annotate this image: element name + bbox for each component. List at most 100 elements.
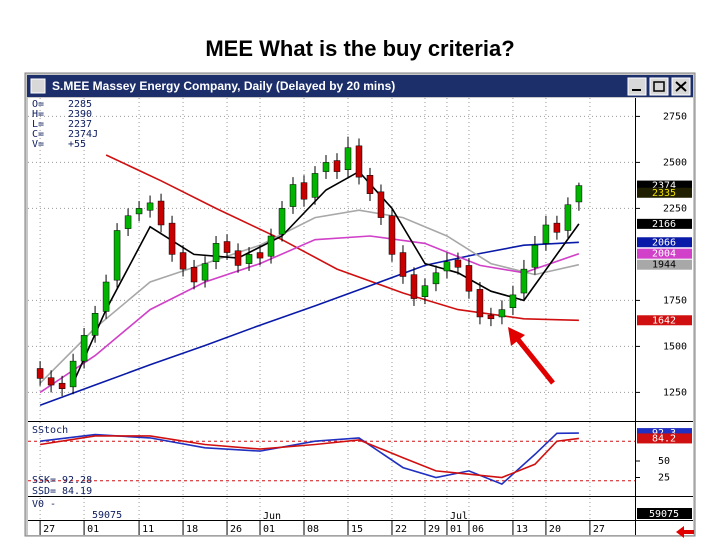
candle-body (377, 191, 385, 218)
candle-body (333, 160, 341, 172)
candle-body (113, 230, 121, 281)
price-tag-label: 2066 (652, 237, 676, 248)
readout-value: 2237 (68, 119, 92, 130)
candle-body (311, 173, 319, 198)
volume-tag-label: 59075 (649, 509, 679, 520)
readout-label: H= (32, 109, 44, 120)
stoch-readout-value: 92.28 (62, 475, 92, 486)
x-tick-label: 27 (593, 524, 605, 535)
candle-body (256, 252, 264, 259)
stoch-title: SStoch (32, 425, 68, 436)
candle-body (531, 244, 539, 268)
price-tag (637, 433, 692, 444)
month-label: Jun (263, 511, 281, 522)
candle-body (124, 215, 132, 229)
candle-body (278, 208, 286, 235)
candle-body (146, 202, 154, 211)
month-label: Jul (450, 511, 468, 522)
x-tick-label: 29 (428, 524, 440, 535)
y-tick-label: 1750 (663, 295, 687, 306)
price-axis-panel (636, 98, 693, 520)
candle-body (388, 215, 396, 255)
candle-body (410, 274, 418, 299)
candle-body (553, 222, 561, 233)
price-tag-label: 1944 (652, 260, 676, 271)
date-axis-panel (28, 521, 693, 535)
minimize-button[interactable] (627, 77, 647, 96)
candle-body (267, 235, 275, 257)
stoch-readout-label: SSK= (32, 475, 56, 486)
readout-value: 2285 (68, 99, 92, 110)
price-tag-label: 2166 (652, 219, 676, 230)
x-tick-label: 13 (516, 524, 528, 535)
x-tick-label: 15 (351, 524, 363, 535)
candle-body (575, 185, 583, 203)
readout-label: O= (32, 99, 44, 110)
price-tag (637, 428, 692, 439)
candle-body (443, 261, 451, 272)
price-tag (637, 237, 692, 248)
candle-body (432, 272, 440, 285)
candle-body (102, 281, 110, 312)
y-tick-label: 2250 (663, 203, 687, 214)
slide-title: MEE What is the buy criteria? (205, 36, 514, 61)
candle-body (91, 313, 99, 336)
candle-body (399, 252, 407, 277)
candle-body (498, 309, 506, 318)
candle-body (509, 294, 517, 309)
volume-value: 59075 (92, 510, 122, 521)
x-tick-label: 01 (450, 524, 462, 535)
volume-tag (637, 508, 692, 519)
maximize-button[interactable] (649, 77, 669, 96)
x-tick-label: 08 (307, 524, 319, 535)
candle-body (520, 268, 528, 294)
candle-body (487, 314, 495, 320)
y-tick-label: 1250 (663, 387, 687, 398)
close-glyph (675, 81, 687, 92)
window-icon (30, 78, 46, 94)
annotation-arrow-head (508, 327, 525, 346)
price-tag (637, 218, 692, 229)
candle-body (454, 259, 462, 268)
candle-body (212, 243, 220, 263)
x-tick-label: 11 (142, 524, 154, 535)
x-tick-label: 18 (186, 524, 198, 535)
volume-label: V0 - (32, 499, 56, 510)
price-tag (637, 315, 692, 326)
candle-body (476, 289, 484, 318)
candle-body (47, 377, 55, 386)
readout-value: +55 (68, 139, 86, 150)
candle-body (245, 254, 253, 264)
y-tick-label: 25 (658, 473, 670, 484)
candle-body (465, 265, 473, 292)
price-tag (637, 259, 692, 270)
indicator-line (39, 435, 580, 479)
readout-label: C= (32, 129, 44, 140)
plot-area (28, 98, 635, 520)
nav-arrow[interactable] (676, 526, 694, 538)
candle-body (223, 241, 231, 253)
candle-body (58, 382, 66, 389)
candle-body (564, 204, 572, 231)
candle-body (366, 175, 374, 194)
y-tick-label: 2750 (663, 111, 687, 122)
candle-body (157, 200, 165, 226)
readout-label: V= (32, 139, 44, 150)
indicator-line (40, 432, 579, 486)
price-tag (637, 180, 692, 191)
price-tag-label: 2335 (652, 188, 676, 199)
candle-body (36, 368, 44, 379)
y-tick-label: 1500 (663, 341, 687, 352)
x-tick-label: 22 (395, 524, 407, 535)
price-tag-label: 2374 (652, 181, 676, 192)
candle-body (300, 182, 308, 200)
candle-body (80, 335, 88, 362)
annotation-arrow (514, 335, 555, 385)
stoch-readout-label: SSD= (32, 486, 56, 497)
price-tag (637, 248, 692, 259)
candle-body (201, 263, 209, 281)
candle-body (135, 208, 143, 215)
candle-body (289, 184, 297, 207)
